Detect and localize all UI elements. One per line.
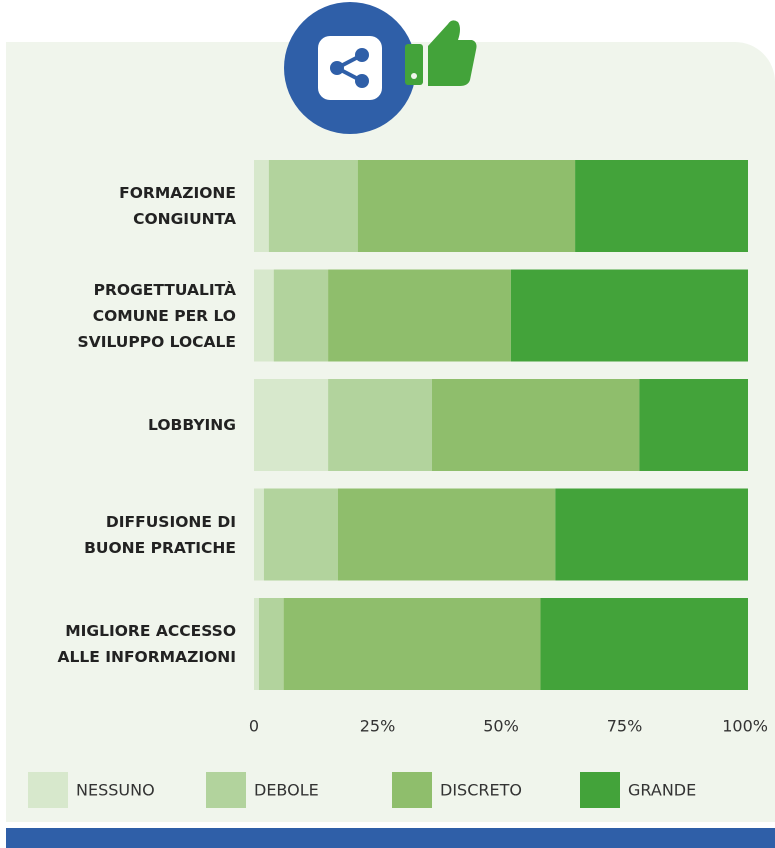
legend-label: DISCRETO	[440, 781, 522, 800]
bar-segment	[263, 488, 338, 581]
bar-segment	[540, 598, 748, 690]
x-tick-label: 50%	[483, 717, 519, 736]
bar-segment	[328, 269, 511, 362]
x-tick-label: 25%	[360, 717, 396, 736]
bar-segment	[357, 160, 576, 252]
bar-segment	[254, 269, 274, 362]
x-tick-label: 100%	[722, 717, 768, 736]
bar-segment	[337, 488, 556, 581]
legend-label: NESSUNO	[76, 781, 155, 800]
bar-segment	[254, 379, 329, 471]
bar-segment	[639, 379, 748, 471]
category-label: PROGETTUALITÀ COMUNE PER LO SVILUPPO LOC…	[77, 280, 236, 351]
bar-segment	[431, 379, 640, 471]
legend-swatch	[392, 772, 432, 808]
bar-segment	[510, 269, 748, 362]
bar-segment	[254, 488, 264, 581]
category-label: MIGLIORE ACCESSO ALLE INFORMAZIONI	[57, 622, 236, 666]
bar-segment	[283, 598, 541, 690]
bar-segment	[268, 160, 358, 252]
category-label: FORMAZIONE CONGIUNTA	[119, 184, 236, 228]
thumbs-up-icon	[405, 20, 477, 86]
bar-segment	[575, 160, 748, 252]
footer-bar	[6, 828, 775, 848]
bar-segment	[273, 269, 329, 362]
bar-segment	[254, 598, 259, 690]
legend-swatch	[206, 772, 246, 808]
bar-segment	[254, 160, 269, 252]
bar-segment	[555, 488, 748, 581]
legend-swatch	[28, 772, 68, 808]
legend-swatch	[580, 772, 620, 808]
x-tick-label: 75%	[607, 717, 643, 736]
share-icon	[284, 2, 416, 134]
category-label: DIFFUSIONE DI BUONE PRATICHE	[84, 512, 236, 557]
bar-segment	[328, 379, 432, 471]
x-tick-label: 0	[249, 717, 259, 736]
category-label: LOBBYING	[148, 416, 236, 434]
legend-label: GRANDE	[628, 781, 696, 800]
legend-label: DEBOLE	[254, 781, 319, 800]
bar-segment	[258, 598, 284, 690]
